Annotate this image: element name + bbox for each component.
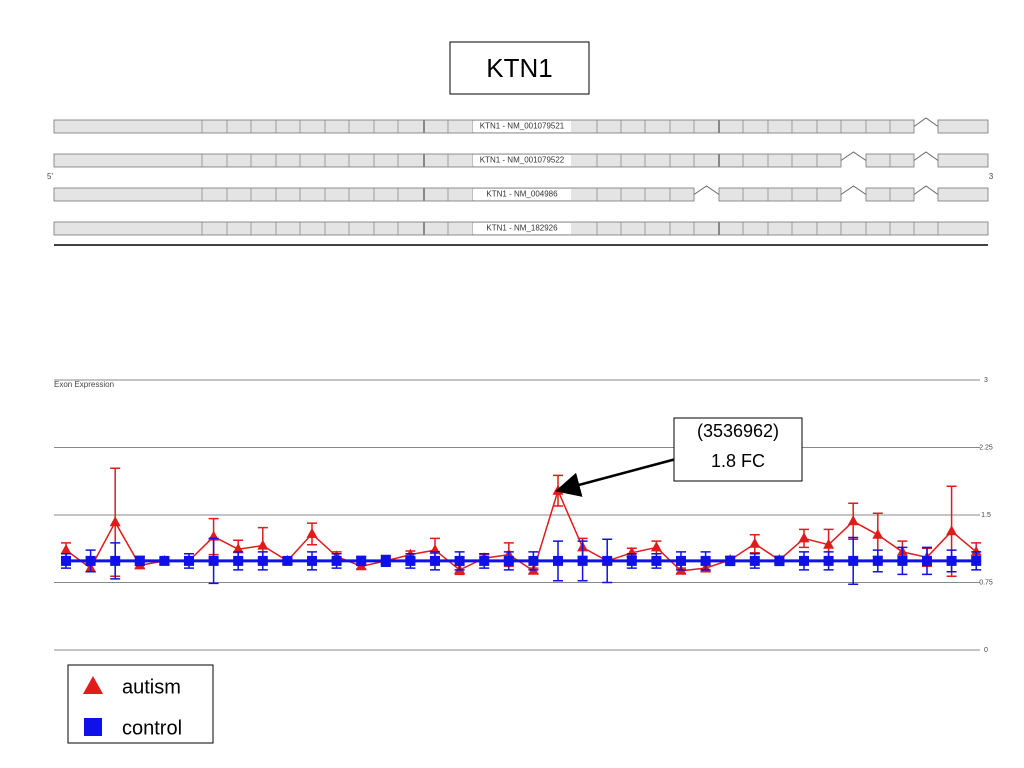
transcript-label: KTN1 - NM_001079521 [480,122,565,131]
marker [306,527,318,538]
marker [602,555,613,566]
y-tick-label: 2.25 [979,444,993,451]
title-box [449,41,590,95]
marker [946,525,958,536]
marker [798,532,810,543]
marker [356,555,367,566]
chart-title: Exon Expression [54,380,114,389]
y-tick-label: 0.75 [979,579,993,586]
marker [971,555,982,566]
marker [232,543,244,554]
marker [61,555,71,566]
marker [430,555,440,566]
marker [184,555,194,566]
gene-title: KTN1 [486,53,552,83]
marker [60,544,72,555]
marker [307,555,317,566]
label-bg [473,121,571,132]
exon-track [937,153,989,168]
marker [454,555,465,566]
y-tick-label: 0 [984,647,988,654]
marker [233,555,244,566]
marker [109,516,121,527]
marker [970,545,982,556]
marker [799,555,809,566]
intron [913,117,939,127]
transcript-label: KTN1 - NM_001079522 [480,156,565,165]
label-bg [473,155,571,166]
marker [847,515,859,526]
marker [577,555,588,566]
plot: 0 0.75 1.5 2.25 3 [54,377,993,654]
exon-track [937,119,989,134]
marker [676,555,686,566]
marker [774,555,785,566]
marker [257,539,269,550]
transcript-label: KTN1 - NM_182926 [486,224,558,233]
strand-label: 3 [989,172,994,181]
marker [208,555,219,566]
exon-track [718,187,842,202]
marker [651,555,662,566]
marker [257,555,268,566]
marker [134,555,145,566]
annotation-arrow [555,457,677,497]
marker [749,537,761,548]
legend-marker [83,676,103,694]
marker [626,555,637,566]
marker [725,555,736,566]
marker [872,555,883,566]
annotation-text: 1.8 FC [711,451,765,471]
series-line [65,488,977,572]
label-bg [473,189,571,200]
marker [479,555,490,566]
y-tick-label: 3 [984,377,988,384]
marker [380,555,391,566]
legend-label: autism [122,676,181,698]
annotation-text: (3536962) [697,421,779,441]
marker [872,528,884,539]
marker [405,555,416,566]
marker [823,555,834,566]
strand-label: 5' [47,172,53,181]
marker [749,555,760,566]
marker [159,555,170,566]
marker [897,555,908,566]
marker [528,555,539,566]
marker [922,555,932,566]
intron [840,185,867,195]
legend-items: autism control [83,676,182,739]
marker [650,541,662,552]
marker [331,555,342,566]
transcripts: KTN1 - NM_001079521 KTN1 - NM_001079522 KT… [53,117,989,236]
marker [946,555,957,566]
marker [700,555,711,566]
marker [503,555,514,566]
legend-marker [84,718,102,736]
marker [85,555,96,566]
exon-track [937,187,989,202]
transcript-label: KTN1 - NM_004986 [486,190,558,199]
intron [693,185,720,195]
legend-label: control [122,717,182,739]
marker [553,555,563,566]
intron [913,185,939,195]
y-tick-label: 1.5 [981,512,991,519]
intron [913,151,939,161]
annotation-box [673,417,803,482]
marker [282,555,293,566]
marker [823,538,835,549]
label-bg [473,223,571,234]
marker [848,555,859,566]
exon-track [53,153,842,168]
marker [110,555,121,566]
intron [840,151,867,161]
